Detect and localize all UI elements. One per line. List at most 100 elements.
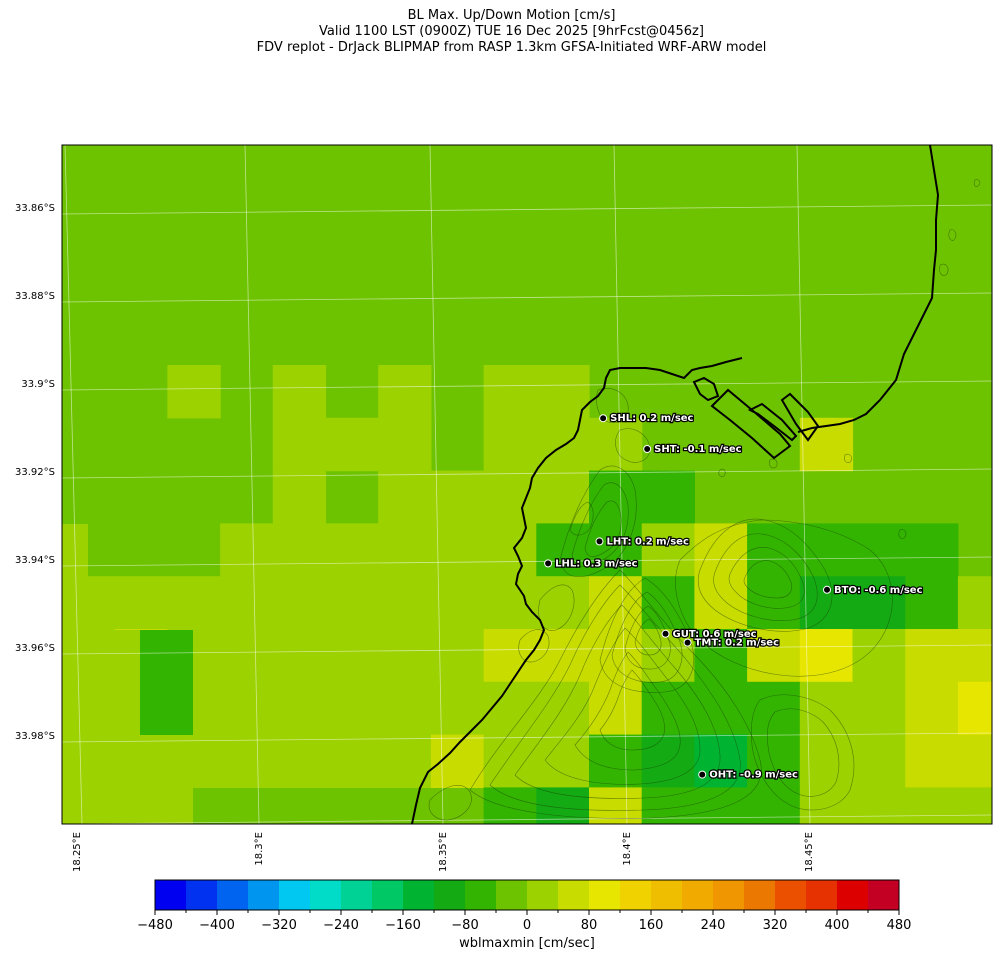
grid-cell bbox=[905, 681, 959, 736]
colorbar-tick-label: 80 bbox=[581, 918, 598, 933]
map-source: FDV replot - DrJack BLIPMAP from RASP 1.… bbox=[256, 40, 767, 55]
grid-cell bbox=[852, 734, 906, 788]
grid-cell bbox=[905, 734, 959, 788]
grid-cell bbox=[641, 523, 695, 577]
grid-cell bbox=[272, 365, 327, 419]
colorbar-segment bbox=[465, 880, 497, 910]
lon-label: 18.35°E bbox=[438, 832, 449, 872]
grid-cell bbox=[378, 576, 432, 630]
grid-cell bbox=[694, 523, 748, 577]
grid-cell bbox=[325, 629, 379, 683]
colorbar-tick-label: 480 bbox=[887, 918, 912, 933]
grid-cell bbox=[957, 681, 992, 736]
colorbar-segment bbox=[248, 880, 280, 910]
grid-cell bbox=[641, 576, 695, 630]
colorbar-tick-label: 160 bbox=[639, 918, 664, 933]
grid-cell bbox=[694, 576, 748, 630]
grid-cell bbox=[378, 681, 432, 736]
colorbar: −480 −400 −320 −240 −160 −80 0 80 160 240 320 400 48… bbox=[137, 879, 912, 933]
grid-cell bbox=[905, 629, 959, 683]
grid-cell bbox=[852, 523, 906, 577]
grid-cell bbox=[852, 681, 906, 736]
lat-label: 33.86°S bbox=[15, 203, 55, 214]
grid-cell bbox=[747, 734, 801, 788]
station-dot-tmt[interactable] bbox=[683, 638, 692, 647]
grid-cell bbox=[430, 576, 485, 630]
lat-label: 33.92°S bbox=[15, 467, 55, 478]
station-dot-oht[interactable] bbox=[698, 770, 707, 779]
grid-cell bbox=[747, 576, 801, 630]
station-dot-bto[interactable] bbox=[823, 585, 832, 594]
station-dot-lhl[interactable] bbox=[544, 559, 553, 568]
colorbar-segment bbox=[341, 880, 373, 910]
colorbar-segment bbox=[217, 880, 249, 910]
colorbar-tick-label: 0 bbox=[523, 918, 531, 933]
grid-cell bbox=[220, 576, 274, 630]
colorbar-segment bbox=[682, 880, 714, 910]
grid-cell bbox=[747, 629, 801, 683]
grid-cell bbox=[694, 787, 748, 824]
colorbar-tick-label: −80 bbox=[451, 918, 478, 933]
grid-cell bbox=[483, 365, 537, 419]
station-dot-gut[interactable] bbox=[661, 629, 670, 638]
lat-label: 33.88°S bbox=[15, 291, 55, 302]
grid-cell bbox=[220, 629, 274, 683]
grid-cell bbox=[957, 576, 992, 630]
grid-cell bbox=[799, 734, 854, 788]
colorbar-segment bbox=[775, 880, 807, 910]
grid-cell bbox=[430, 470, 485, 524]
lon-label: 18.45°E bbox=[804, 832, 815, 872]
grid-cell bbox=[483, 629, 537, 683]
colorbar-segment bbox=[310, 880, 342, 910]
grid-cell bbox=[483, 787, 537, 824]
grid-cell bbox=[799, 576, 854, 630]
colorbar-tick-label: −400 bbox=[199, 918, 235, 933]
grid-cell bbox=[641, 734, 695, 788]
grid-cell bbox=[272, 681, 327, 736]
terrain-contours bbox=[428, 179, 981, 821]
colorbar-segment bbox=[744, 880, 776, 910]
grid-cell bbox=[536, 576, 590, 630]
station-markers: SHL: 0.2 m/sec SHT: -0.1 m/sec LHT: 0.2 m/… bbox=[544, 412, 924, 782]
grid-cell bbox=[589, 734, 643, 788]
grid-cell bbox=[272, 734, 327, 788]
colorbar-title: wblmaxmin [cm/sec] bbox=[459, 936, 595, 951]
grid-cell bbox=[536, 734, 590, 788]
colorbar-segment bbox=[806, 880, 838, 910]
grid-cell bbox=[114, 576, 168, 630]
colorbar-tick-label: −480 bbox=[137, 918, 173, 933]
map-title: BL Max. Up/Down Motion [cm/s] bbox=[407, 8, 616, 23]
grid-cell bbox=[799, 629, 854, 683]
grid-cell bbox=[378, 417, 432, 472]
colorbar-segment bbox=[403, 880, 435, 910]
station-dot-sht[interactable] bbox=[643, 445, 652, 453]
grid-cell bbox=[325, 523, 379, 577]
latitude-labels: 33.86°S 33.88°S 33.9°S 33.92°S 33.94°S 33.96°… bbox=[15, 203, 55, 742]
station-label-bto: BTO: -0.6 m/sec bbox=[834, 585, 923, 596]
grid-cell bbox=[905, 523, 959, 577]
grid-cell bbox=[272, 576, 327, 630]
grid-cell bbox=[483, 523, 537, 577]
coastline bbox=[411, 145, 940, 824]
station-dot-shl[interactable] bbox=[599, 414, 608, 423]
grid-cell bbox=[62, 630, 140, 824]
colorbar-tick-label: −240 bbox=[323, 918, 359, 933]
grid-cell bbox=[483, 417, 537, 472]
grid-cell bbox=[378, 734, 432, 788]
grid-cell bbox=[220, 681, 274, 736]
grid-cell bbox=[536, 365, 590, 419]
colorbar-segment bbox=[558, 880, 590, 910]
colorbar-tick-label: −320 bbox=[261, 918, 297, 933]
graticule bbox=[62, 145, 992, 824]
grid-cell bbox=[167, 365, 221, 419]
grid-cell bbox=[957, 787, 992, 824]
lon-label: 18.3°E bbox=[254, 832, 265, 866]
station-dot-lht[interactable] bbox=[595, 537, 604, 546]
station-label-oht: OHT: -0.9 m/sec bbox=[709, 770, 798, 781]
grid-cell bbox=[483, 470, 537, 524]
grid-cell bbox=[430, 629, 485, 683]
lon-label: 18.4°E bbox=[622, 832, 633, 866]
station-label-sht: SHT: -0.1 m/sec bbox=[654, 444, 741, 455]
grid-cell bbox=[378, 470, 432, 524]
